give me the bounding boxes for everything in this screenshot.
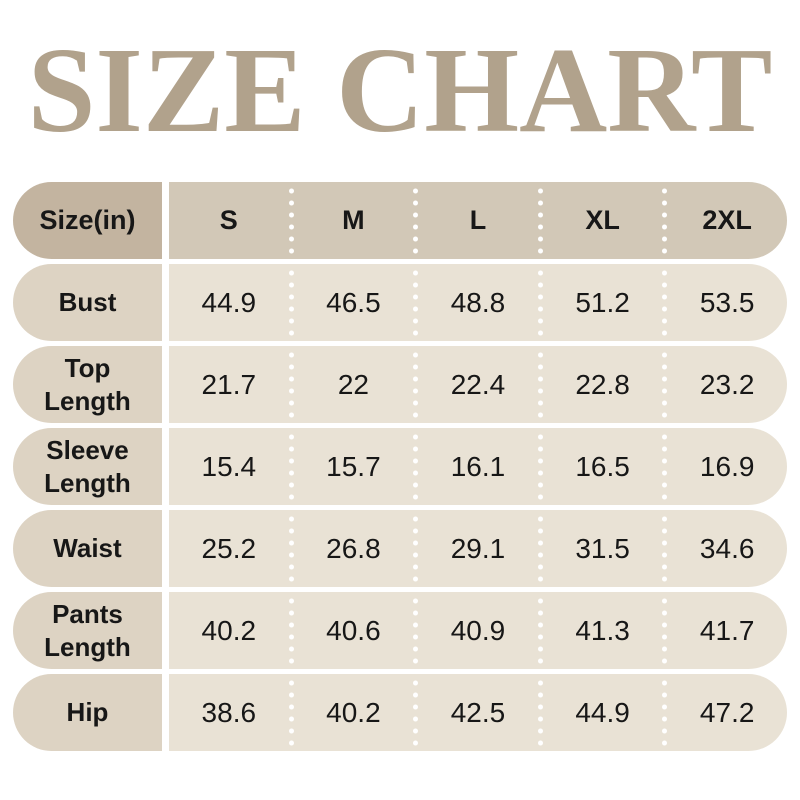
dotted-separator-line bbox=[413, 346, 419, 423]
value-cell: 15.4 bbox=[201, 450, 257, 482]
value-cell: 48.8 bbox=[450, 286, 506, 318]
dotted-separator-line bbox=[288, 428, 294, 505]
dotted-separator-line bbox=[662, 346, 668, 423]
dotted-separator-line bbox=[662, 592, 668, 669]
row-values-band: 38.6 40.2 42.5 44.9 47.2 bbox=[169, 674, 787, 751]
dotted-separator-line bbox=[288, 592, 294, 669]
row-label-cell: Top Length bbox=[13, 346, 162, 423]
value-cell: 47.2 bbox=[699, 696, 755, 728]
dotted-separator-line bbox=[662, 674, 668, 751]
dotted-separator-line bbox=[413, 428, 419, 505]
table-row: Hip 38.6 40.2 42.5 44.9 47.2 bbox=[13, 674, 787, 751]
dotted-separator-line bbox=[662, 428, 668, 505]
value-cell: 22.8 bbox=[575, 368, 630, 400]
row-values-band: 40.2 40.6 40.9 41.3 41.7 bbox=[169, 592, 787, 669]
value-cell: 44.9 bbox=[575, 696, 630, 728]
dotted-separator-line bbox=[537, 428, 543, 505]
row-label: Pants Length bbox=[44, 599, 131, 662]
row-label: Top Length bbox=[44, 353, 131, 416]
value-cell: 31.5 bbox=[575, 532, 630, 564]
value-cell: 34.6 bbox=[699, 532, 755, 564]
row-values-band: S M L XL 2XL bbox=[169, 182, 787, 259]
dotted-separator-line bbox=[413, 592, 419, 669]
dotted-separator-line bbox=[537, 510, 543, 587]
table-row: Bust 44.9 46.5 48.8 51.2 53.5 bbox=[13, 264, 787, 341]
size-chart-table: Size(in) S M L XL 2XL Bust 44.9 46.5 48.8 51.2 5… bbox=[13, 182, 787, 751]
value-cell: 22.4 bbox=[450, 368, 506, 400]
dotted-separator-line bbox=[662, 182, 668, 259]
table-row: Sleeve Length 15.4 15.7 16.1 16.5 16.9 bbox=[13, 428, 787, 505]
size-column-header: L bbox=[469, 205, 487, 235]
value-cell: 38.6 bbox=[201, 696, 257, 728]
dotted-separator-line bbox=[537, 674, 543, 751]
row-label-cell: Sleeve Length bbox=[13, 428, 162, 505]
size-column-header: 2XL bbox=[702, 205, 752, 235]
dotted-separator-line bbox=[413, 674, 419, 751]
dotted-separator-line bbox=[537, 264, 543, 341]
value-cell: 40.2 bbox=[326, 696, 381, 728]
table-row: Pants Length 40.2 40.6 40.9 41.3 41.7 bbox=[13, 592, 787, 669]
row-label-cell: Hip bbox=[13, 674, 162, 751]
corner-label: Size(in) bbox=[39, 204, 136, 235]
value-cell: 16.9 bbox=[699, 450, 755, 482]
value-cell: 22 bbox=[337, 368, 369, 400]
size-chart-page: SIZE CHART Size(in) S M L XL 2XL Bust 44.9 46… bbox=[0, 30, 800, 751]
dotted-separator-line bbox=[288, 346, 294, 423]
row-values-band: 25.2 26.8 29.1 31.5 34.6 bbox=[169, 510, 787, 587]
dotted-separator-line bbox=[662, 264, 668, 341]
row-label-cell: Bust bbox=[13, 264, 162, 341]
value-cell: 25.2 bbox=[201, 532, 257, 564]
value-cell: 21.7 bbox=[201, 368, 257, 400]
value-cell: 23.2 bbox=[699, 368, 755, 400]
dotted-separator-line bbox=[288, 510, 294, 587]
dotted-separator-line bbox=[413, 182, 419, 259]
value-cell: 40.9 bbox=[450, 614, 506, 646]
dotted-separator-line bbox=[413, 510, 419, 587]
value-cell: 41.7 bbox=[699, 614, 755, 646]
value-cell: 29.1 bbox=[450, 532, 506, 564]
size-column-header: S bbox=[219, 205, 238, 235]
table-row: Waist 25.2 26.8 29.1 31.5 34.6 bbox=[13, 510, 787, 587]
row-values-band: 44.9 46.5 48.8 51.2 53.5 bbox=[169, 264, 787, 341]
value-cell: 16.5 bbox=[575, 450, 630, 482]
dotted-separator-line bbox=[537, 346, 543, 423]
value-cell: 51.2 bbox=[575, 286, 630, 318]
dotted-separator-line bbox=[288, 264, 294, 341]
row-label: Sleeve Length bbox=[44, 435, 131, 498]
table-row: Top Length 21.7 22 22.4 22.8 23.2 bbox=[13, 346, 787, 423]
page-title: SIZE CHART bbox=[27, 23, 773, 158]
value-cell: 53.5 bbox=[699, 286, 755, 318]
row-values-band: 15.4 15.7 16.1 16.5 16.9 bbox=[169, 428, 787, 505]
value-cell: 15.7 bbox=[326, 450, 381, 482]
table-header-row: Size(in) S M L XL 2XL bbox=[13, 182, 787, 259]
value-cell: 44.9 bbox=[201, 286, 257, 318]
dotted-separator-line bbox=[537, 182, 543, 259]
value-cell: 40.6 bbox=[326, 614, 381, 646]
row-label-cell: Size(in) bbox=[13, 182, 162, 259]
row-label-cell: Waist bbox=[13, 510, 162, 587]
dotted-separator-line bbox=[288, 182, 294, 259]
row-label-cell: Pants Length bbox=[13, 592, 162, 669]
dotted-separator-line bbox=[662, 510, 668, 587]
value-cell: 46.5 bbox=[326, 286, 381, 318]
row-values-band: 21.7 22 22.4 22.8 23.2 bbox=[169, 346, 787, 423]
value-cell: 42.5 bbox=[450, 696, 506, 728]
dotted-separator-line bbox=[288, 674, 294, 751]
size-column-header: XL bbox=[585, 205, 620, 235]
dotted-separator-line bbox=[537, 592, 543, 669]
row-label: Hip bbox=[66, 697, 109, 728]
value-cell: 41.3 bbox=[575, 614, 630, 646]
value-cell: 26.8 bbox=[326, 532, 381, 564]
value-cell: 16.1 bbox=[450, 450, 506, 482]
row-label: Bust bbox=[58, 287, 117, 318]
dotted-separator-line bbox=[413, 264, 419, 341]
row-label: Waist bbox=[53, 533, 122, 564]
value-cell: 40.2 bbox=[201, 614, 257, 646]
size-column-header: M bbox=[342, 205, 365, 235]
